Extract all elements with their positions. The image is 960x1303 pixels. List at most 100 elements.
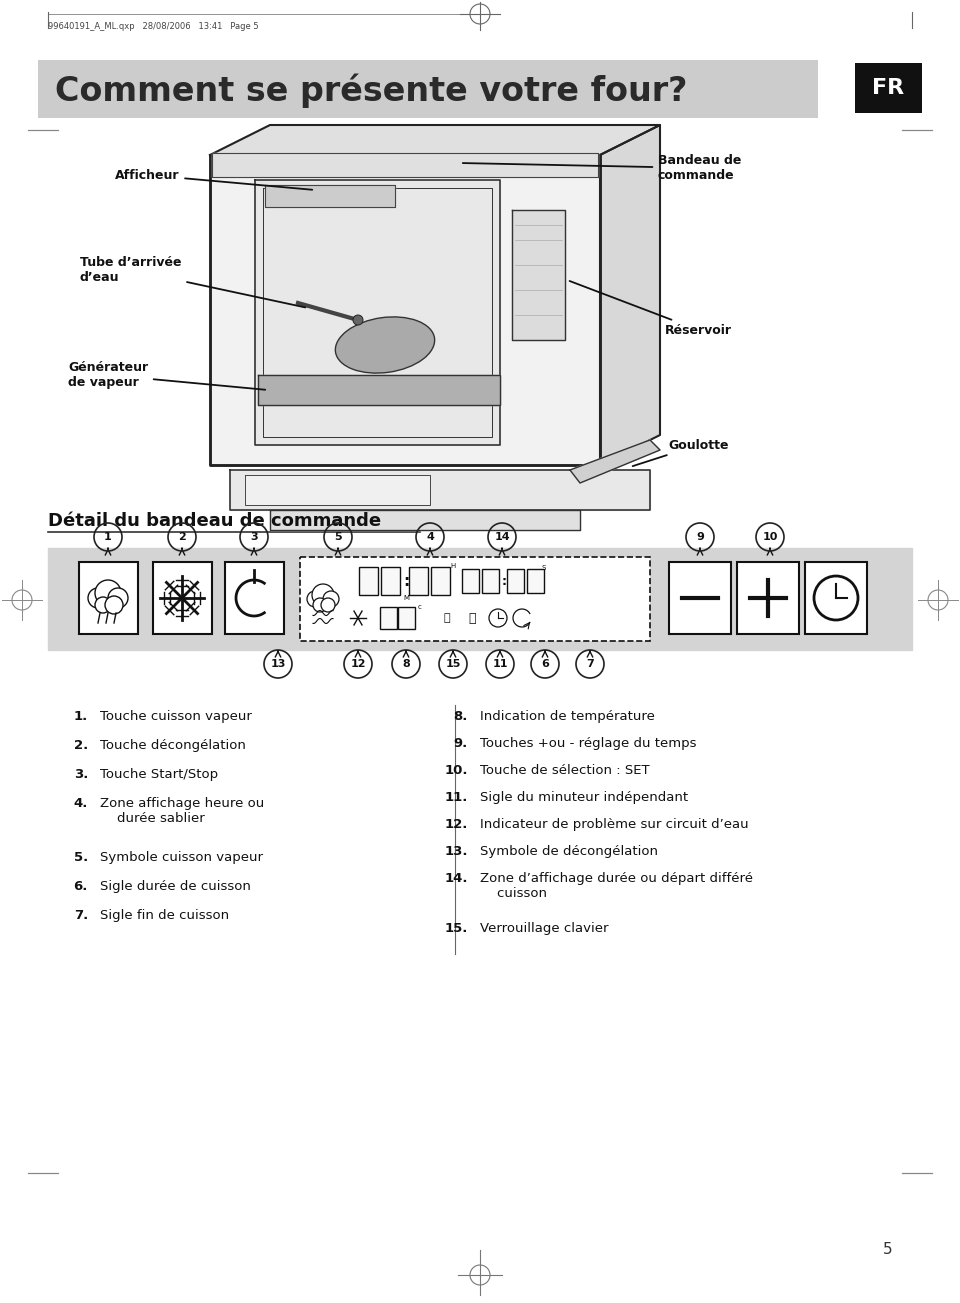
Text: M: M — [403, 595, 409, 601]
Polygon shape — [230, 470, 650, 509]
FancyBboxPatch shape — [526, 569, 543, 593]
Text: Verrouillage clavier: Verrouillage clavier — [480, 923, 609, 936]
FancyBboxPatch shape — [669, 562, 731, 635]
Polygon shape — [570, 440, 660, 483]
Text: 9.: 9. — [454, 737, 468, 751]
Text: 7: 7 — [587, 659, 594, 668]
FancyBboxPatch shape — [153, 562, 211, 635]
FancyBboxPatch shape — [409, 567, 427, 595]
Text: c: c — [418, 605, 421, 610]
Ellipse shape — [335, 317, 435, 373]
Text: 🔒: 🔒 — [444, 612, 450, 623]
Text: 3.: 3. — [74, 767, 88, 780]
Text: 15: 15 — [445, 659, 461, 668]
Text: 12: 12 — [350, 659, 366, 668]
Text: Tube d’arrivée
d’eau: Tube d’arrivée d’eau — [80, 255, 305, 308]
Polygon shape — [265, 185, 395, 207]
Text: Sigle fin de cuisson: Sigle fin de cuisson — [100, 908, 229, 921]
Text: 11: 11 — [492, 659, 508, 668]
Circle shape — [323, 592, 339, 607]
FancyBboxPatch shape — [225, 562, 283, 635]
Text: Symbole cuisson vapeur: Symbole cuisson vapeur — [100, 851, 263, 864]
Text: Indication de température: Indication de température — [480, 710, 655, 723]
Circle shape — [321, 598, 335, 612]
Text: 1.: 1. — [74, 710, 88, 723]
Text: Touche de sélection : SET: Touche de sélection : SET — [480, 764, 650, 777]
Text: Symbole de décongélation: Symbole de décongélation — [480, 846, 658, 857]
Text: Comment se présente votre four?: Comment se présente votre four? — [55, 74, 687, 108]
Text: 14.: 14. — [444, 872, 468, 885]
Text: 1: 1 — [104, 532, 112, 542]
FancyBboxPatch shape — [737, 562, 799, 635]
FancyBboxPatch shape — [482, 569, 498, 593]
Text: 5: 5 — [334, 532, 342, 542]
Text: Touche décongélation: Touche décongélation — [100, 739, 246, 752]
Circle shape — [312, 584, 334, 606]
FancyBboxPatch shape — [380, 567, 399, 595]
Text: Touches +ou - réglage du temps: Touches +ou - réglage du temps — [480, 737, 697, 751]
Circle shape — [353, 315, 363, 324]
Text: 12.: 12. — [444, 818, 468, 831]
FancyBboxPatch shape — [507, 569, 523, 593]
Text: 6: 6 — [541, 659, 549, 668]
Text: 15.: 15. — [444, 923, 468, 936]
Text: 8: 8 — [402, 659, 410, 668]
FancyBboxPatch shape — [397, 607, 415, 629]
Text: 2.: 2. — [74, 739, 88, 752]
FancyBboxPatch shape — [855, 63, 922, 113]
Text: 11.: 11. — [444, 791, 468, 804]
Text: S: S — [542, 566, 546, 571]
FancyBboxPatch shape — [38, 60, 818, 119]
Text: 3: 3 — [251, 532, 258, 542]
Circle shape — [108, 588, 128, 609]
Text: Sigle du minuteur indépendant: Sigle du minuteur indépendant — [480, 791, 688, 804]
FancyBboxPatch shape — [300, 556, 650, 641]
Polygon shape — [600, 125, 660, 465]
Circle shape — [307, 592, 323, 607]
Circle shape — [95, 580, 121, 606]
FancyBboxPatch shape — [430, 567, 449, 595]
FancyBboxPatch shape — [79, 562, 137, 635]
FancyBboxPatch shape — [379, 607, 396, 629]
Text: Indicateur de problème sur circuit d’eau: Indicateur de problème sur circuit d’eau — [480, 818, 749, 831]
Text: 10: 10 — [762, 532, 778, 542]
Circle shape — [105, 595, 123, 614]
Text: Détail du bandeau de commande: Détail du bandeau de commande — [48, 512, 381, 530]
Text: Touche Start/Stop: Touche Start/Stop — [100, 767, 218, 780]
Text: FR: FR — [872, 78, 904, 98]
Circle shape — [88, 588, 108, 609]
FancyBboxPatch shape — [358, 567, 377, 595]
Text: Touche cuisson vapeur: Touche cuisson vapeur — [100, 710, 252, 723]
Text: 5: 5 — [883, 1243, 893, 1257]
Text: Afficheur: Afficheur — [115, 168, 312, 190]
FancyBboxPatch shape — [805, 562, 867, 635]
Polygon shape — [212, 152, 598, 177]
Text: Sigle durée de cuisson: Sigle durée de cuisson — [100, 880, 251, 893]
Text: 4: 4 — [426, 532, 434, 542]
Text: 4.: 4. — [74, 797, 88, 810]
Text: Goulotte: Goulotte — [633, 439, 729, 466]
Polygon shape — [512, 210, 565, 340]
Text: Zone affichage heure ou
    durée sablier: Zone affichage heure ou durée sablier — [100, 797, 264, 825]
Text: Réservoir: Réservoir — [569, 281, 732, 336]
Text: 8.: 8. — [454, 710, 468, 723]
Text: Générateur
de vapeur: Générateur de vapeur — [68, 361, 265, 390]
FancyBboxPatch shape — [462, 569, 478, 593]
Circle shape — [95, 597, 111, 612]
Text: 13: 13 — [271, 659, 286, 668]
Text: 9: 9 — [696, 532, 704, 542]
Polygon shape — [48, 549, 912, 650]
Polygon shape — [255, 180, 500, 446]
Text: 99640191_A_ML.qxp   28/08/2006   13:41   Page 5: 99640191_A_ML.qxp 28/08/2006 13:41 Page … — [48, 22, 258, 31]
Polygon shape — [258, 375, 500, 405]
Text: 14: 14 — [494, 532, 510, 542]
Text: :: : — [501, 575, 507, 588]
Text: 7.: 7. — [74, 908, 88, 921]
Text: Zone d’affichage durée ou départ différé
    cuisson: Zone d’affichage durée ou départ différé… — [480, 872, 753, 900]
Polygon shape — [210, 155, 600, 465]
Text: 10.: 10. — [444, 764, 468, 777]
Text: H: H — [450, 563, 455, 569]
Text: Bandeau de
commande: Bandeau de commande — [463, 154, 741, 182]
Text: ⧖: ⧖ — [468, 611, 476, 624]
Circle shape — [313, 598, 327, 612]
